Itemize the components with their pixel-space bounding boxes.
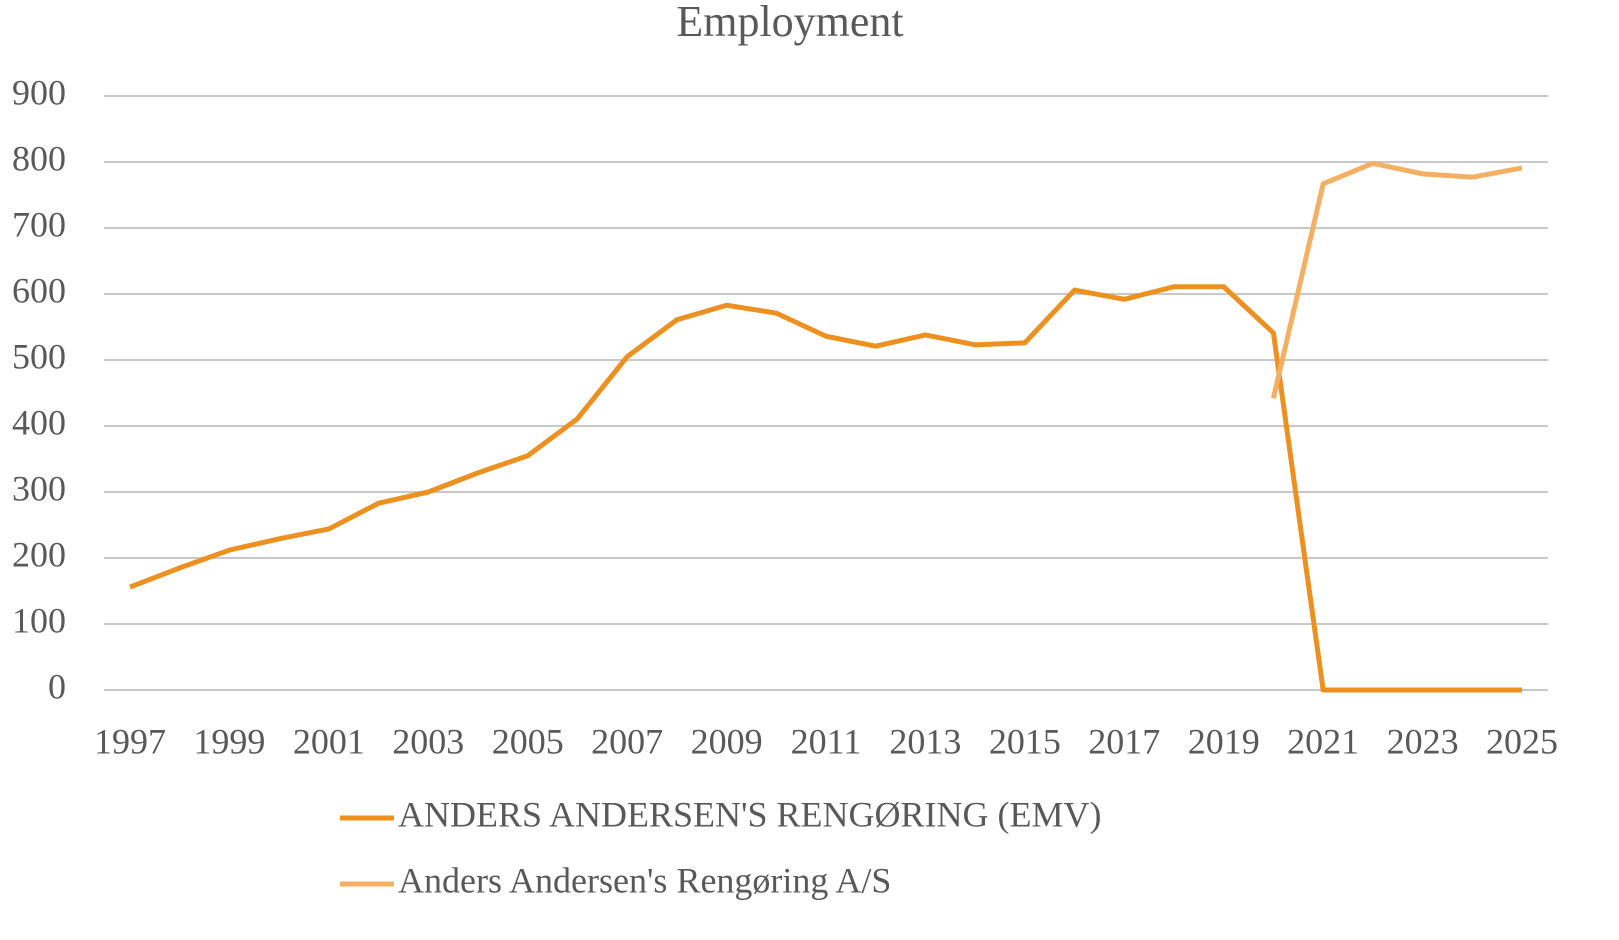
x-tick-label: 1999: [193, 721, 265, 761]
x-tick-label: 2011: [791, 721, 862, 761]
y-tick-label: 300: [12, 468, 66, 508]
y-tick-label: 400: [12, 402, 66, 442]
y-tick-label: 600: [12, 270, 66, 310]
legend-label: Anders Andersen's Rengøring A/S: [398, 860, 891, 900]
series-line: [1270, 160, 1523, 399]
x-tick-label: 2013: [889, 721, 961, 761]
chart-title: Employment: [676, 0, 903, 46]
y-tick-label: 700: [12, 204, 66, 244]
x-tick-label: 2005: [492, 721, 564, 761]
x-tick-label: 2003: [392, 721, 464, 761]
x-tick-label: 2001: [293, 721, 365, 761]
y-tick-label: 100: [12, 600, 66, 640]
x-tick-label: 2023: [1387, 721, 1459, 761]
y-tick-label: 200: [12, 534, 66, 574]
x-tick-label: 2025: [1486, 721, 1558, 761]
x-tick-label: 2009: [691, 721, 763, 761]
x-tick-label: 2019: [1188, 721, 1260, 761]
x-tick-label: 2015: [989, 721, 1061, 761]
x-tick-label: 2021: [1287, 721, 1359, 761]
y-tick-label: 500: [12, 336, 66, 376]
legend-label: ANDERS ANDERSEN'S RENGØRING (EMV): [398, 794, 1102, 834]
series-line: [129, 284, 1522, 693]
x-tick-label: 1997: [94, 721, 166, 761]
y-tick-label: 0: [48, 666, 66, 706]
y-tick-label: 800: [12, 138, 66, 178]
y-tick-label: 900: [12, 72, 66, 112]
x-tick-label: 2017: [1088, 721, 1160, 761]
x-tick-label: 2007: [591, 721, 663, 761]
